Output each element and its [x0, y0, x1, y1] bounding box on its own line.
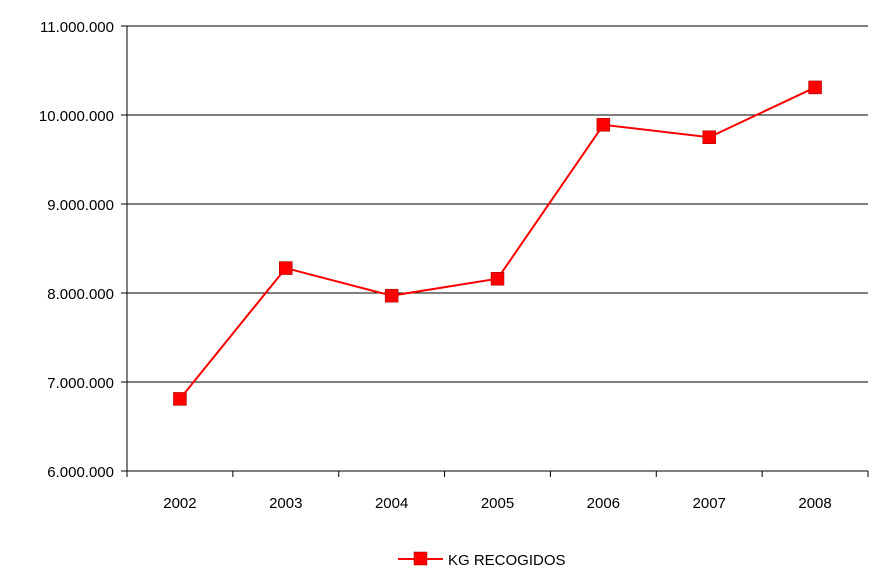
y-tick-label: 6.000.000 [47, 464, 114, 481]
x-tick-label: 2003 [269, 495, 302, 512]
x-tick-label: 2007 [693, 495, 726, 512]
x-tick-label: 2008 [798, 495, 831, 512]
x-tick-label: 2002 [163, 495, 196, 512]
data-point-marker [173, 392, 187, 406]
y-tick-label: 7.000.000 [47, 375, 114, 392]
x-tick-label: 2004 [375, 495, 408, 512]
legend: KG RECOGIDOS [398, 551, 566, 568]
data-point-marker [384, 288, 399, 303]
data-point-marker [596, 118, 611, 132]
y-tick-label: 11.000.000 [40, 19, 114, 36]
x-tick-label: 2005 [481, 495, 514, 512]
axes [126, 26, 868, 472]
y-tick-label: 8.000.000 [47, 286, 114, 303]
data-point-marker [702, 130, 716, 144]
y-ticks: 6.000.000 7.000.000 8.000.000 9.000.000 10.0… [39, 19, 127, 481]
gridlines [127, 25, 868, 383]
y-tick-label: 10.000.000 [39, 108, 114, 125]
data-point-marker [490, 272, 505, 286]
y-tick-label: 9.000.000 [47, 197, 114, 214]
x-ticks: 2002 2003 2004 2005 2006 2007 2008 [126, 471, 869, 512]
series [173, 80, 822, 406]
data-point-marker [808, 80, 822, 95]
legend-marker-swatch [413, 551, 428, 566]
x-tick-label: 2006 [587, 495, 620, 512]
data-point-marker [279, 261, 293, 275]
series-line [179, 86, 816, 400]
legend-label: KG RECOGIDOS [448, 552, 566, 568]
